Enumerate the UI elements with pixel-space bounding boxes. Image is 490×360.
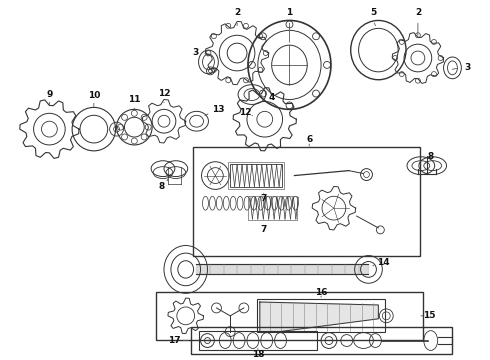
Bar: [228, 162, 284, 189]
Text: 2: 2: [234, 8, 240, 17]
Bar: [191, 327, 452, 354]
Text: 2: 2: [415, 8, 421, 17]
Text: 11: 11: [128, 95, 141, 104]
Bar: [248, 196, 297, 220]
Text: 7: 7: [261, 194, 267, 203]
Text: 12: 12: [158, 89, 170, 98]
Bar: [198, 330, 317, 350]
Text: 3: 3: [464, 63, 470, 72]
Text: 5: 5: [370, 8, 376, 17]
Bar: [257, 299, 385, 332]
Text: 10: 10: [88, 91, 100, 100]
Text: 13: 13: [212, 105, 224, 114]
Bar: [230, 164, 282, 188]
Polygon shape: [260, 302, 378, 332]
Text: 4: 4: [269, 93, 275, 102]
Text: 17: 17: [168, 336, 180, 345]
Text: 1: 1: [286, 8, 293, 17]
Text: 7: 7: [261, 225, 267, 234]
Text: 12: 12: [239, 108, 251, 117]
Text: 3: 3: [193, 48, 199, 57]
Bar: [156, 292, 423, 339]
Text: 14: 14: [377, 258, 390, 267]
Text: 16: 16: [315, 288, 327, 297]
Text: 8: 8: [159, 182, 165, 191]
Bar: [193, 147, 420, 256]
Text: 15: 15: [423, 311, 436, 320]
Text: 18: 18: [251, 350, 264, 359]
Text: 8: 8: [428, 152, 434, 161]
Text: 6: 6: [306, 135, 312, 144]
Text: 9: 9: [46, 90, 52, 99]
